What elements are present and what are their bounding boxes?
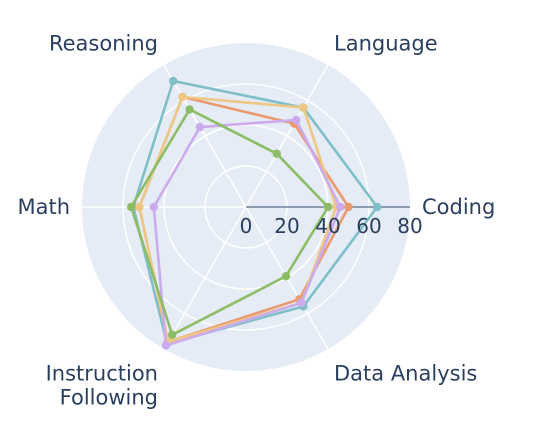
series-3-point-math xyxy=(135,202,144,212)
series-4-point-reasoning xyxy=(195,122,205,132)
series-5-point-coding xyxy=(323,202,333,212)
series-5-point-data-analysis xyxy=(281,272,291,281)
series-4-point-math xyxy=(149,202,158,212)
angular-gridline-language xyxy=(245,64,329,208)
angular-gridline-reasoning xyxy=(163,64,247,208)
axis-label-instruction-following: Instruction Following xyxy=(46,361,158,409)
radial-tick-label-60: 60 xyxy=(356,214,381,238)
axis-label-reasoning: Reasoning xyxy=(49,32,158,56)
radial-tick-label-20: 20 xyxy=(274,214,299,238)
series-5-point-reasoning xyxy=(185,105,194,114)
axis-label-math: Math xyxy=(17,195,70,219)
axis-label-coding: Coding xyxy=(422,195,495,219)
series-1-point-reasoning xyxy=(169,76,178,86)
series-3-point-reasoning xyxy=(178,92,187,102)
angular-gridline-instruction-following xyxy=(163,206,247,350)
series-4 xyxy=(149,115,345,350)
series-5-point-instruction-following xyxy=(168,330,177,339)
series-5-point-language xyxy=(272,149,281,158)
series-2-point-coding xyxy=(344,202,353,212)
series-4-point-data-analysis xyxy=(297,298,306,308)
series-5 xyxy=(127,105,333,339)
radial-tick-label-0: 0 xyxy=(240,214,253,238)
radial-tick-label-80: 80 xyxy=(397,214,422,238)
series-5-point-math xyxy=(127,202,136,212)
axis-label-layer: Coding Language Reasoning Math Instruction Fo… xyxy=(17,32,495,410)
radar-series-layer xyxy=(127,76,382,350)
radial-tick-label-40: 40 xyxy=(315,214,340,238)
series-1-point-coding xyxy=(373,202,382,212)
series-4-point-instruction-following xyxy=(161,341,171,350)
radial-tick-layer: 0 20 40 60 80 xyxy=(240,214,423,238)
axis-label-data-analysis: Data Analysis xyxy=(334,361,477,385)
axis-label-language: Language xyxy=(334,32,438,56)
series-3-point-language xyxy=(299,103,308,112)
series-4-point-coding xyxy=(336,202,345,212)
series-4-point-language xyxy=(292,115,301,125)
